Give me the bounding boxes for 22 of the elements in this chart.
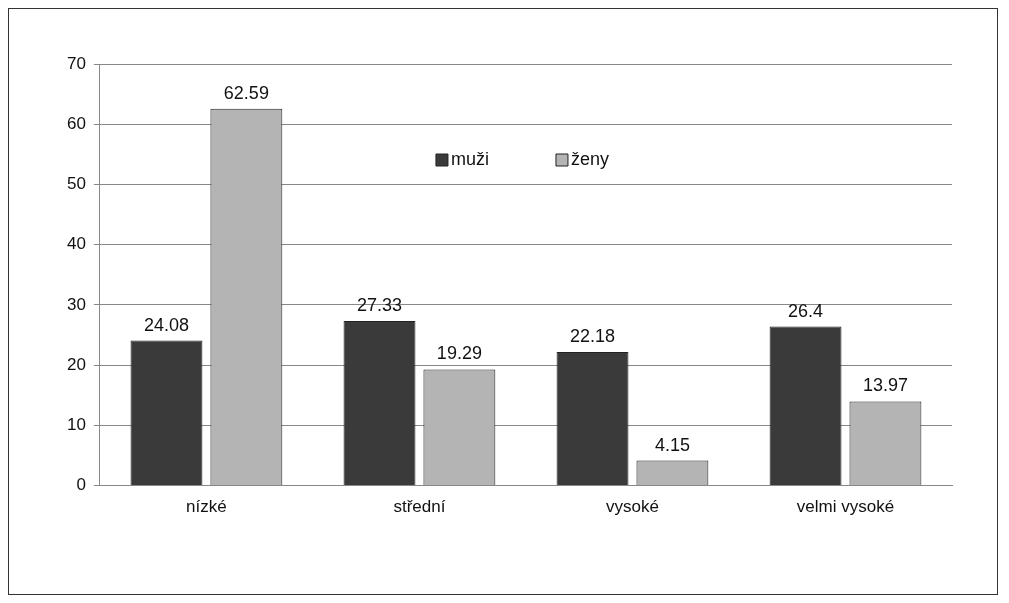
legend-label: muži: [450, 148, 489, 169]
y-tick-label: 40: [66, 234, 86, 254]
y-tick-label: 20: [66, 354, 86, 374]
y-tick-label: 0: [76, 475, 86, 495]
data-label: 26.4: [788, 300, 824, 321]
data-label: 13.97: [862, 375, 908, 396]
data-label: 22.18: [570, 325, 616, 346]
y-tick-label: 10: [66, 415, 86, 435]
data-label: 62.59: [223, 82, 269, 103]
y-tick-label: 70: [66, 53, 86, 73]
data-label: 27.33: [356, 294, 403, 315]
data-label: 19.29: [436, 343, 482, 364]
data-label: 24.08: [143, 314, 189, 335]
x-tick-label: vysoké: [606, 497, 659, 517]
y-tick-label: 60: [66, 113, 86, 133]
x-tick-label: velmi vysoké: [796, 497, 895, 517]
x-tick-label: nízké: [186, 497, 227, 517]
x-tick-label: střední: [393, 497, 446, 517]
y-tick-label: 50: [66, 174, 86, 194]
data-label: 4.15: [654, 434, 690, 455]
legend-label: ženy: [570, 148, 609, 169]
y-tick-label: 30: [66, 294, 86, 314]
